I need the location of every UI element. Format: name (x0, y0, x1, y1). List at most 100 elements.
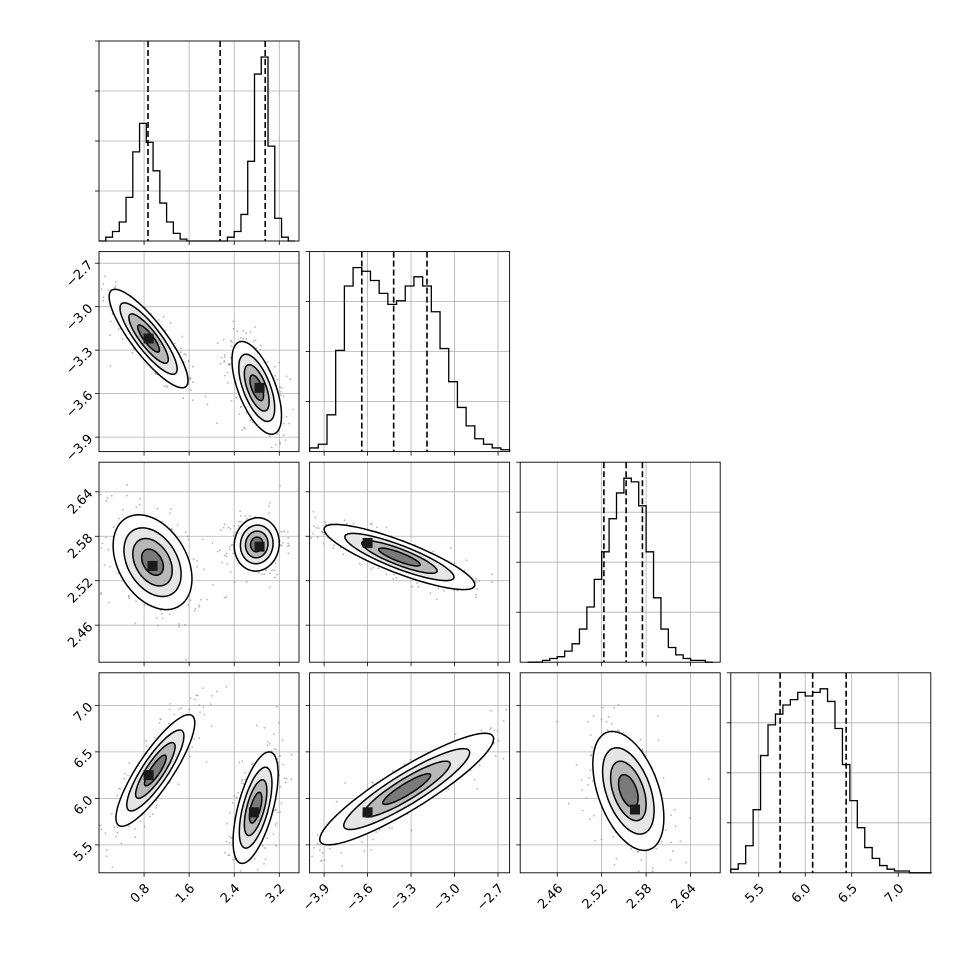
sample-point (285, 415, 288, 418)
sample-point (196, 559, 199, 562)
sample-point (233, 795, 236, 797)
sample-point (102, 299, 105, 302)
sample-point (290, 753, 293, 756)
sample-point (232, 858, 234, 861)
x-tick-label: −3.6 (344, 881, 377, 914)
sample-point (612, 835, 615, 838)
sample-point (593, 814, 595, 817)
sample-point (549, 607, 551, 609)
sample-point (107, 548, 110, 551)
sample-point (155, 616, 158, 619)
sample-point (288, 422, 291, 425)
sample-point (662, 880, 664, 882)
sample-point (276, 573, 278, 576)
sample-point (223, 523, 226, 526)
sample-point (449, 547, 452, 549)
sample-point (589, 734, 592, 737)
sample-point (264, 858, 267, 861)
sample-point (115, 835, 117, 838)
sample-point (376, 526, 378, 529)
sample-point (371, 781, 373, 784)
sample-point (122, 508, 124, 511)
density-panel-1-0 (95, 251, 300, 456)
sample-point (273, 569, 276, 571)
sample-point (269, 435, 271, 438)
sample-point (476, 787, 479, 790)
sample-point (512, 737, 514, 739)
sample-point (363, 850, 366, 852)
sample-point (279, 485, 281, 487)
sample-point (105, 855, 108, 858)
density-peak-bin (362, 807, 373, 818)
sample-point (575, 764, 578, 766)
sample-point (323, 859, 326, 861)
sample-point (372, 782, 375, 784)
sample-point (279, 811, 281, 814)
sample-point (272, 733, 275, 735)
sample-point (285, 777, 288, 780)
sample-point (320, 859, 323, 861)
sample-point (109, 565, 111, 568)
y-tick-label: 7.0 (71, 700, 96, 725)
sample-point (284, 439, 287, 442)
y-tick-label: −3.3 (63, 345, 96, 378)
sample-point (290, 778, 293, 780)
sample-point (223, 360, 226, 362)
sample-point (416, 582, 418, 584)
sample-point (151, 813, 154, 816)
sample-point (211, 542, 214, 544)
sample-point (245, 338, 248, 340)
density-peak-bin (362, 537, 373, 548)
sample-point (613, 864, 616, 866)
histogram-step-line (730, 688, 932, 874)
sample-point (304, 521, 306, 523)
sample-point (102, 296, 105, 299)
sample-point (562, 680, 564, 682)
sample-point (665, 829, 667, 831)
sample-point (587, 720, 589, 723)
sample-point (149, 815, 151, 818)
x-tick-label: −3.9 (300, 881, 333, 914)
sample-point (475, 577, 477, 580)
sample-point (246, 517, 248, 520)
sample-point (159, 717, 161, 720)
sample-point (303, 843, 305, 845)
sample-point (289, 378, 292, 381)
sample-point (242, 329, 245, 332)
sample-point (178, 625, 181, 628)
sample-point (193, 610, 196, 612)
sample-point (270, 446, 273, 449)
sample-point (202, 538, 204, 541)
sample-point (255, 347, 258, 349)
density-content (99, 685, 293, 872)
density-panel-2-0 (95, 461, 300, 667)
sample-point (475, 596, 477, 598)
sample-point (110, 494, 113, 497)
sample-point (360, 564, 363, 566)
sample-point (325, 523, 327, 526)
sample-point (605, 721, 608, 723)
sample-point (138, 504, 141, 506)
sample-point (340, 851, 343, 854)
sample-point (283, 422, 285, 425)
sample-point (287, 542, 289, 545)
sample-point (292, 516, 294, 518)
sample-point (679, 840, 682, 843)
sample-point (287, 545, 289, 548)
sample-point (276, 433, 279, 436)
sample-point (194, 698, 196, 701)
sample-point (540, 706, 542, 708)
panel-frame (519, 672, 721, 874)
sample-point (202, 706, 205, 708)
sample-point (556, 720, 558, 723)
sample-point (143, 604, 146, 606)
sample-point (118, 787, 121, 790)
sample-point (587, 783, 590, 786)
sample-point (218, 549, 221, 552)
sample-point (219, 362, 222, 365)
density-content (556, 703, 710, 882)
sample-point (109, 365, 112, 367)
sample-point (409, 758, 412, 761)
sample-point (328, 847, 331, 850)
x-tick-label: 6.5 (836, 881, 861, 906)
